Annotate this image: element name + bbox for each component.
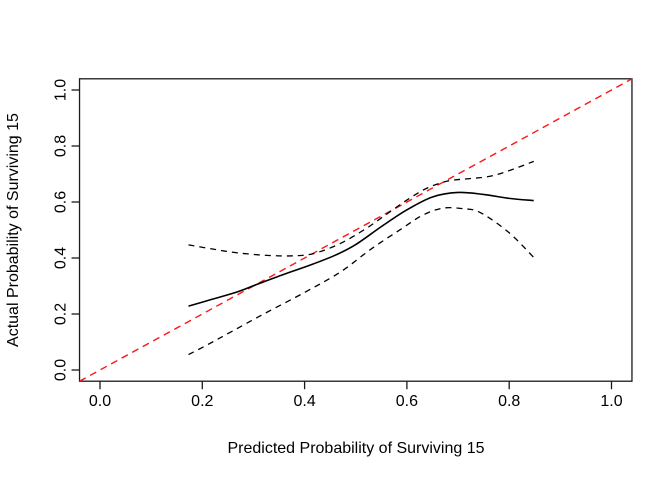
y-tick-label: 0.4 [53,247,70,269]
lower-confidence-band [188,206,535,356]
x-tick-label: 0.8 [498,393,520,410]
x-axis-title: Predicted Probability of Surviving 15 [227,440,485,457]
x-tick-label: 0.0 [89,393,111,410]
x-tick-label: 0.6 [396,393,418,410]
upper-confidence-band [188,160,534,257]
y-tick-label: 0.0 [53,359,70,381]
x-tick-label: 1.0 [600,393,622,410]
y-tick-label: 0.8 [53,135,70,157]
x-tick-label: 0.2 [191,393,213,410]
plot-frame [78,78,633,382]
ideal-line [79,78,633,382]
x-tick-label: 0.4 [293,393,315,410]
calibration-curve [188,191,534,307]
y-tick-label: 0.6 [53,191,70,213]
y-tick-label: 0.2 [53,303,70,325]
y-axis-title: Actual Probability of Surviving 15 [5,113,22,347]
y-tick-label: 1.0 [53,79,70,101]
